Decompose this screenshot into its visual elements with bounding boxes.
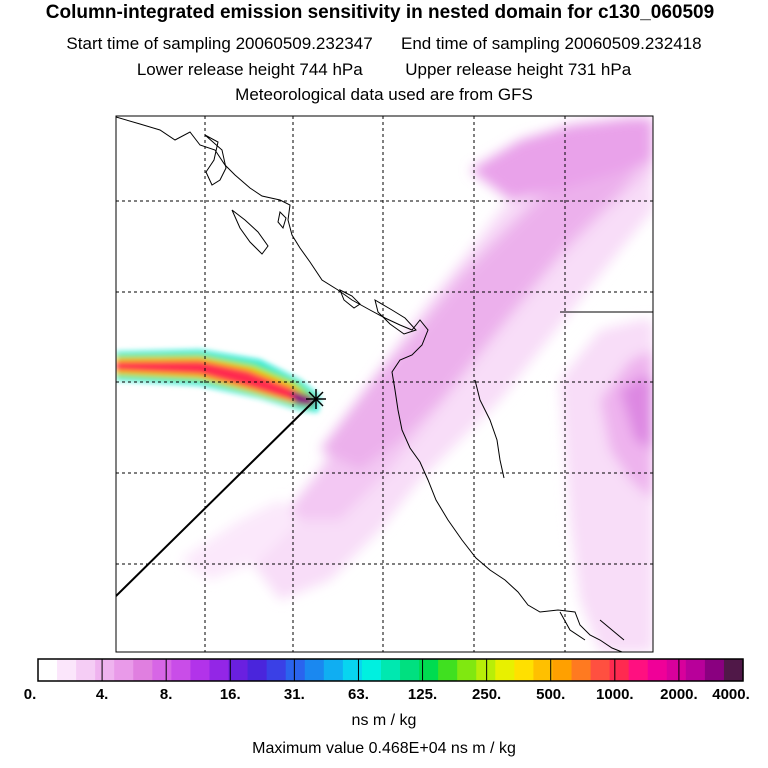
colorbar-cell [285, 659, 306, 681]
met-data-note: Meteorological data used are from GFS [235, 85, 533, 104]
colorbar-cell [476, 659, 496, 681]
colorbar-units: ns m / kg [351, 712, 417, 729]
colorbar-cell [666, 659, 687, 681]
colorbar-cell [190, 659, 211, 681]
colorbar-cell [438, 659, 458, 681]
sampling-time-line: Start time of sampling 20060509.232347 E… [0, 34, 768, 54]
colorbar-cell [342, 659, 363, 681]
map-frame [115, 115, 654, 653]
colorbar-cell [209, 659, 230, 681]
end-time-value: 20060509.232418 [564, 34, 702, 53]
colorbar-cell [152, 659, 172, 681]
colorbar-cell [133, 659, 153, 681]
colorbar-tick-label: 250. [472, 686, 502, 703]
colorbar-cell [647, 659, 668, 681]
coastlines [116, 116, 653, 652]
colorbar-cell [590, 659, 611, 681]
colorbar-tick-label: 500. [536, 686, 566, 703]
colorbar-cell [57, 659, 77, 681]
colorbar-cell [628, 659, 649, 681]
lower-height-label: Lower release height [136, 60, 295, 79]
colorbar-tick-label: 2000. [660, 686, 698, 703]
colorbar-cell [38, 659, 58, 681]
colorbar-cell [361, 659, 382, 681]
colorbar-tick-label: 0. [23, 686, 37, 703]
colorbar-cell [609, 659, 630, 681]
colorbar-cell [95, 659, 115, 681]
colorbar-tick-label: 4. [95, 686, 109, 703]
upper-height-label: Upper release height [405, 60, 564, 79]
receptor-marker [306, 389, 326, 409]
colorbar-cell [685, 659, 706, 681]
colorbar-cell [380, 659, 401, 681]
maximum-value-text: Maximum value 0.468E+04 ns m / kg [252, 740, 516, 757]
colorbar-tick-label: 125. [407, 686, 438, 703]
colorbar-cell [266, 659, 287, 681]
colorbar-cell [457, 659, 477, 681]
release-height-line: Lower release height 744 hPa Upper relea… [0, 60, 768, 80]
start-time-value: 20060509.232347 [235, 34, 373, 53]
lower-height-value: 744 hPa [299, 60, 363, 79]
colorbar-cell [495, 659, 515, 681]
transect-line [116, 398, 317, 597]
colorbar-cell [171, 659, 192, 681]
colorbar-tick-label: 1000. [596, 686, 634, 703]
colorbar-tick-label: 63. [348, 686, 369, 703]
colorbar-cell [304, 659, 325, 681]
colorbar-cell [704, 659, 725, 681]
colorbar-cell [400, 659, 420, 681]
colorbar-cell [514, 659, 535, 681]
start-time-label: Start time of sampling [66, 34, 231, 53]
colorbar-tick-label: 16. [219, 686, 241, 703]
colorbar-tick-label: 8. [159, 686, 173, 703]
colorbar-cell [76, 659, 96, 681]
plot-title: Column-integrated emission sensitivity i… [45, 2, 715, 23]
colorbar-tick-label: 31. [283, 686, 305, 703]
colorbar-cell [419, 659, 439, 681]
colorbar-cell [571, 659, 592, 681]
graticule [116, 116, 653, 652]
upper-height-value: 731 hPa [567, 60, 632, 79]
colorbar-cell [114, 659, 134, 681]
colorbar-cell [228, 659, 249, 681]
colorbar-cell [723, 659, 744, 681]
colorbar-cell [323, 659, 344, 681]
colorbar-cell [552, 659, 573, 681]
sensitivity-field [116, 116, 653, 652]
colorbar-cell [533, 659, 554, 681]
colorbar-cell [247, 659, 268, 681]
end-time-label: End time of sampling [401, 34, 560, 53]
colorbar-tick-label: 4000. [712, 686, 750, 703]
